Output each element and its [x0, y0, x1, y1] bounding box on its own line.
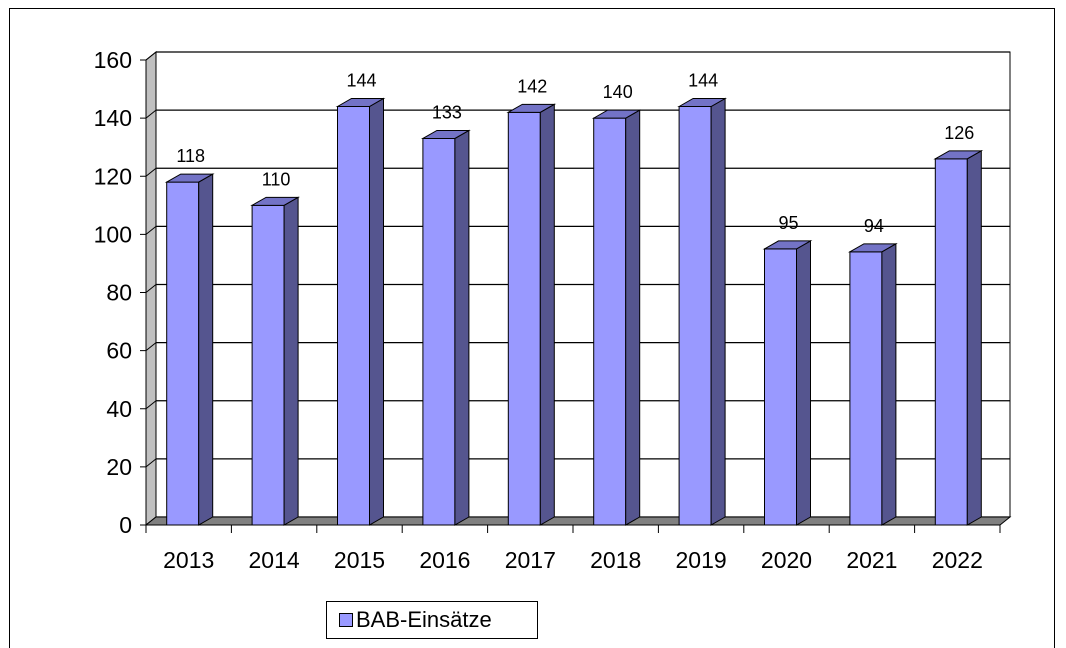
bar — [764, 248, 797, 526]
data-label: 142 — [517, 76, 547, 96]
x-tick-label: 2017 — [505, 547, 556, 573]
bar — [422, 137, 456, 526]
legend-swatch — [339, 613, 353, 627]
bar — [251, 204, 285, 526]
bar-top — [335, 98, 386, 107]
data-label: 110 — [262, 169, 291, 189]
bar — [934, 158, 968, 526]
bar-top — [250, 196, 300, 206]
bar-top — [591, 109, 642, 119]
bar-top — [933, 150, 984, 160]
chart-frame — [9, 8, 1055, 648]
bar — [849, 251, 883, 526]
bar-top — [164, 173, 215, 183]
data-label: 94 — [864, 216, 884, 236]
y-tick-label: 40 — [106, 396, 132, 422]
data-label: 118 — [176, 146, 205, 166]
x-tick-label: 2016 — [419, 547, 470, 573]
bar-side — [796, 240, 811, 526]
x-tick-label: 2014 — [249, 547, 300, 573]
data-label: 140 — [603, 82, 633, 102]
bar — [337, 106, 370, 526]
y-tick-label: 100 — [94, 221, 132, 247]
y-tick-label: 0 — [119, 512, 132, 538]
legend-label: BAB-Einsätze — [356, 607, 492, 632]
data-label: 144 — [346, 71, 376, 91]
bar-side — [881, 242, 897, 526]
bar-top — [762, 240, 813, 250]
bar-top — [506, 103, 557, 113]
y-tick-label: 140 — [94, 105, 132, 131]
bar-side — [625, 109, 641, 526]
y-tick-label: 160 — [94, 47, 132, 73]
bar-side — [966, 149, 982, 526]
y-tick-label: 120 — [94, 163, 132, 189]
x-tick-label: 2019 — [676, 547, 727, 573]
legend: BAB-Einsätze — [326, 601, 538, 639]
x-tick-label: 2013 — [163, 547, 214, 573]
bar-side — [369, 97, 384, 526]
y-tick-label: 20 — [106, 454, 132, 480]
bar-side — [198, 173, 214, 526]
y-tick-label: 60 — [106, 338, 132, 364]
bar-top — [421, 129, 471, 139]
bar-side — [539, 103, 555, 526]
bar — [593, 117, 627, 526]
data-label: 144 — [688, 71, 718, 91]
bar — [166, 181, 200, 526]
bar-side — [283, 196, 299, 526]
bar-top — [848, 243, 898, 253]
x-tick-label: 2021 — [846, 547, 897, 573]
gridline-side — [145, 225, 157, 235]
gridline-side — [145, 342, 157, 352]
y-tick-label: 80 — [106, 280, 132, 306]
gridline-side — [145, 109, 157, 119]
gridline-side — [145, 51, 157, 61]
data-label: 133 — [432, 102, 462, 122]
bar-side — [454, 129, 470, 526]
gridline-side — [145, 400, 157, 410]
x-tick-label: 2015 — [334, 547, 385, 573]
bar-side — [710, 97, 726, 526]
bar — [507, 111, 541, 526]
data-label: 95 — [778, 213, 798, 233]
x-tick-label: 2018 — [590, 547, 641, 573]
x-tick-label: 2020 — [761, 547, 812, 573]
gridline-side — [145, 284, 157, 293]
data-label: 126 — [944, 123, 974, 143]
x-tick-label: 2022 — [932, 547, 983, 573]
bar-top — [677, 98, 727, 107]
bar — [678, 106, 712, 526]
gridline-side — [145, 167, 157, 177]
gridline-side — [145, 458, 157, 468]
